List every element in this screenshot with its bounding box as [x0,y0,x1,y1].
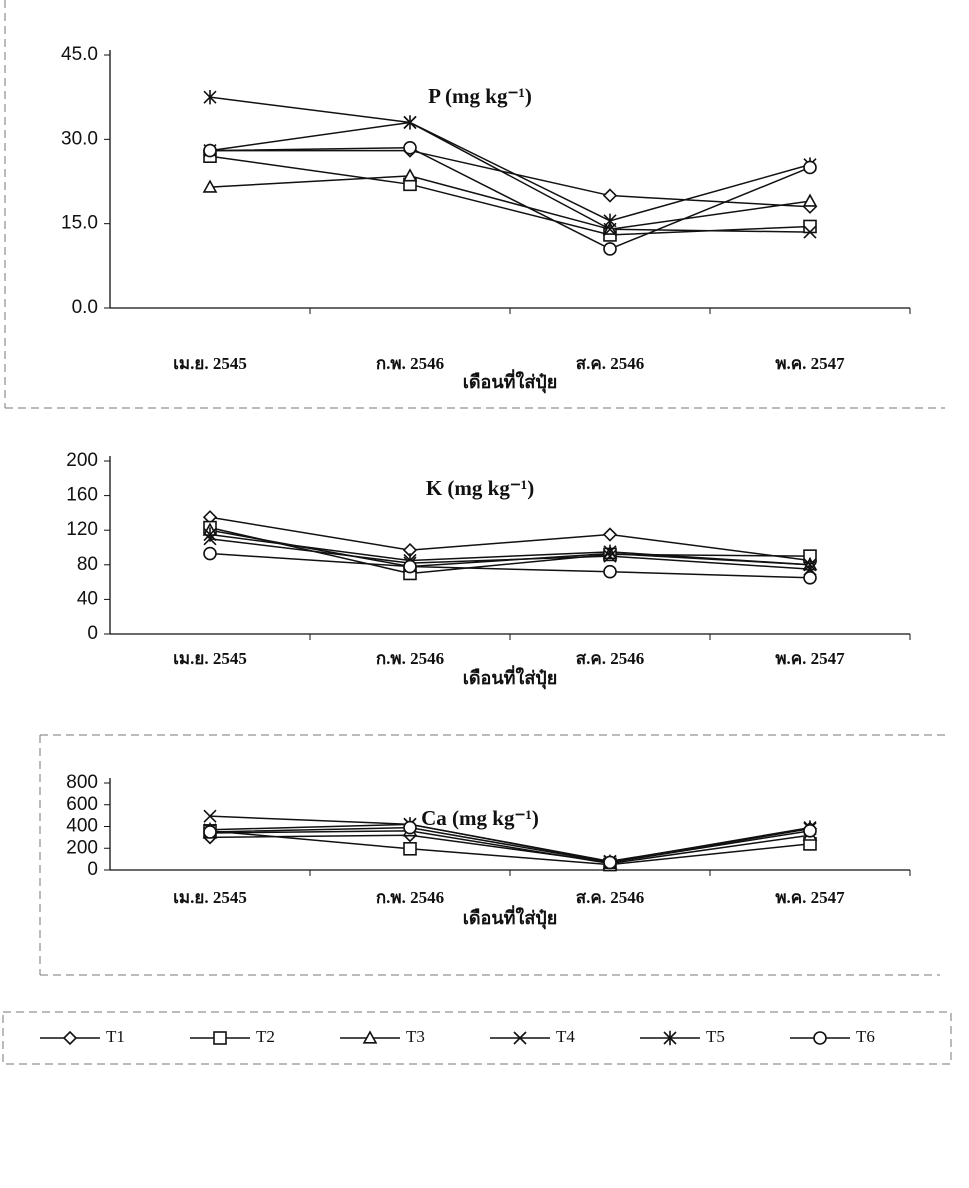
data-point [803,225,817,239]
legend-label: T6 [856,1027,875,1046]
y-tick-label: 0.0 [72,297,98,318]
series-line [209,830,811,866]
data-point [602,527,618,542]
data-point [403,115,417,130]
y-tick-label: 40 [77,588,98,609]
data-point [403,841,417,856]
data-point [202,179,218,193]
x-tick-label: ส.ค. 2546 [576,888,645,907]
data-point [602,188,618,203]
series-line [209,147,811,250]
series-line [209,823,811,863]
data-point [203,809,217,823]
data-point [803,570,817,585]
legend-marker [813,1031,827,1045]
x-tick-label: เม.ย. 2545 [173,888,247,907]
legend-label: T5 [706,1027,725,1046]
y-tick-label: 400 [66,816,98,837]
panel-borders [2,0,952,1065]
data-point [403,820,417,835]
data-point [402,168,418,182]
x-tick-label: ส.ค. 2546 [576,354,645,373]
legend-marker [213,1031,227,1045]
legend-marker [663,1030,677,1046]
x-axis-label: เดือนที่ใส่ปุ๋ย [463,369,558,394]
x-tick-label: เม.ย. 2545 [173,649,247,668]
x-tick-label: พ.ค. 2547 [775,649,845,668]
series-line [210,149,811,208]
data-point [803,824,817,838]
x-tick-label: ก.พ. 2546 [376,888,444,907]
data-point [603,242,617,256]
series-line [209,826,811,864]
legend-marker [62,1030,78,1046]
y-tick-label: 0 [87,859,98,880]
data-point [603,855,617,870]
data-point [203,825,217,839]
data-point [203,143,217,158]
data-point [803,219,817,234]
y-tick-label: 45.0 [61,44,98,65]
data-point [803,160,817,175]
data-point [203,527,217,542]
y-tick-label: 200 [66,837,98,858]
data-point [403,140,417,155]
legend-label: T4 [556,1027,575,1046]
y-tick-label: 160 [66,485,98,506]
legend-marker [362,1030,378,1044]
series-line [209,552,811,579]
x-axis-label: เดือนที่ใส่ปุ๋ย [463,665,558,690]
x-tick-label: ก.พ. 2546 [376,649,444,668]
data-point [802,193,818,207]
x-tick-label: ส.ค. 2546 [576,649,645,668]
chart-title: Ca (mg kg⁻¹) [421,806,539,830]
chart-title: K (mg kg⁻¹) [426,476,534,500]
data-point [603,544,617,560]
y-tick-label: 120 [66,519,98,540]
y-tick-label: 80 [77,554,98,575]
y-tick-label: 30.0 [61,128,98,149]
y-tick-label: 0 [87,623,98,644]
data-point [803,557,817,572]
x-tick-label: เม.ย. 2545 [173,354,247,373]
x-axis-label: เดือนที่ใส่ปุ๋ย [463,905,558,930]
y-tick-label: 800 [66,772,98,793]
data-point [603,213,617,229]
data-point [603,564,617,579]
legend-marker [513,1031,527,1045]
x-tick-label: พ.ค. 2547 [775,888,845,907]
y-tick-label: 200 [66,450,98,471]
series-line [209,121,811,233]
legend-label: T2 [256,1027,275,1046]
data-point [203,89,217,105]
data-point [203,546,217,561]
x-tick-label: ก.พ. 2546 [376,354,444,373]
legend-label: T3 [406,1027,425,1046]
series-line [209,538,811,570]
series-line [209,175,811,231]
x-tick-label: พ.ค. 2547 [775,354,845,373]
y-tick-label: 15.0 [61,213,98,234]
chart-title: P (mg kg⁻¹) [428,84,532,108]
series-line [209,516,811,562]
legend-label: T1 [106,1027,125,1046]
series-line [209,830,811,865]
y-tick-label: 600 [66,794,98,815]
series-line [209,96,811,222]
data-point [403,559,417,574]
series-line [209,533,811,566]
